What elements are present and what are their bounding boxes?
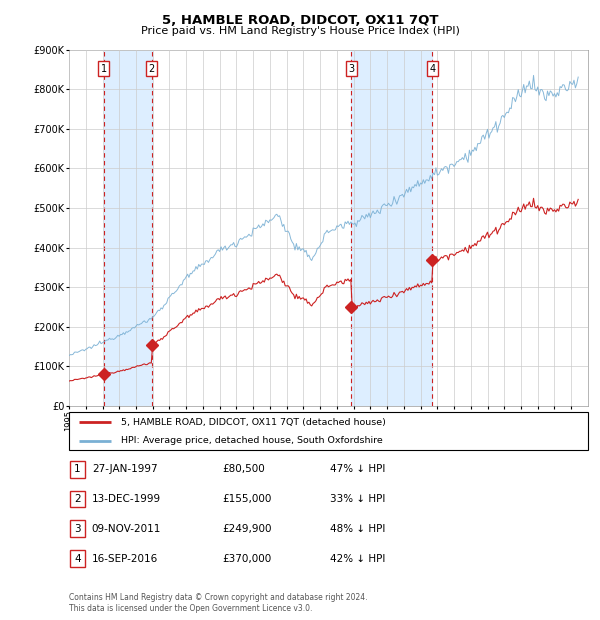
Text: 5, HAMBLE ROAD, DIDCOT, OX11 7QT: 5, HAMBLE ROAD, DIDCOT, OX11 7QT [162, 14, 438, 27]
Text: 1: 1 [101, 64, 107, 74]
Bar [104, 50, 152, 406]
Text: 1: 1 [74, 464, 81, 474]
Text: £80,500: £80,500 [222, 464, 265, 474]
Text: 47% ↓ HPI: 47% ↓ HPI [330, 464, 385, 474]
Text: 3: 3 [348, 64, 354, 74]
Text: 33% ↓ HPI: 33% ↓ HPI [330, 494, 385, 504]
Text: 09-NOV-2011: 09-NOV-2011 [92, 524, 161, 534]
Text: 2: 2 [149, 64, 155, 74]
Text: 16-SEP-2016: 16-SEP-2016 [92, 554, 158, 564]
Bar [351, 50, 433, 406]
Text: 3: 3 [74, 524, 81, 534]
Text: 13-DEC-1999: 13-DEC-1999 [92, 494, 161, 504]
Text: 27-JAN-1997: 27-JAN-1997 [92, 464, 157, 474]
Text: Contains HM Land Registry data © Crown copyright and database right 2024.
This d: Contains HM Land Registry data © Crown c… [69, 593, 367, 613]
Text: HPI: Average price, detached house, South Oxfordshire: HPI: Average price, detached house, Sout… [121, 436, 383, 445]
Text: £249,900: £249,900 [222, 524, 271, 534]
Text: 42% ↓ HPI: 42% ↓ HPI [330, 554, 385, 564]
Text: £155,000: £155,000 [222, 494, 271, 504]
Text: £370,000: £370,000 [222, 554, 271, 564]
Text: 2: 2 [74, 494, 81, 504]
Text: 5, HAMBLE ROAD, DIDCOT, OX11 7QT (detached house): 5, HAMBLE ROAD, DIDCOT, OX11 7QT (detach… [121, 418, 386, 427]
Text: Price paid vs. HM Land Registry's House Price Index (HPI): Price paid vs. HM Land Registry's House … [140, 26, 460, 36]
Text: 4: 4 [74, 554, 81, 564]
Text: 48% ↓ HPI: 48% ↓ HPI [330, 524, 385, 534]
Text: 4: 4 [430, 64, 436, 74]
